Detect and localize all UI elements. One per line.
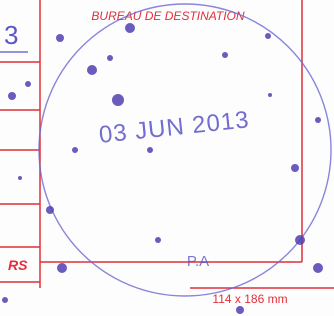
size-note: 114 x 186 mm — [212, 292, 287, 306]
field-value: 3 — [4, 20, 18, 50]
postmark-office: P.A — [187, 253, 209, 270]
side-label: RS — [8, 257, 28, 273]
page: 3 BUREAU DE DESTINATION RS 114 x 186 mm … — [0, 0, 334, 316]
destination-label: BUREAU DE DESTINATION — [91, 9, 244, 23]
paper — [0, 0, 334, 316]
scan: 3 BUREAU DE DESTINATION RS 114 x 186 mm … — [0, 0, 334, 316]
